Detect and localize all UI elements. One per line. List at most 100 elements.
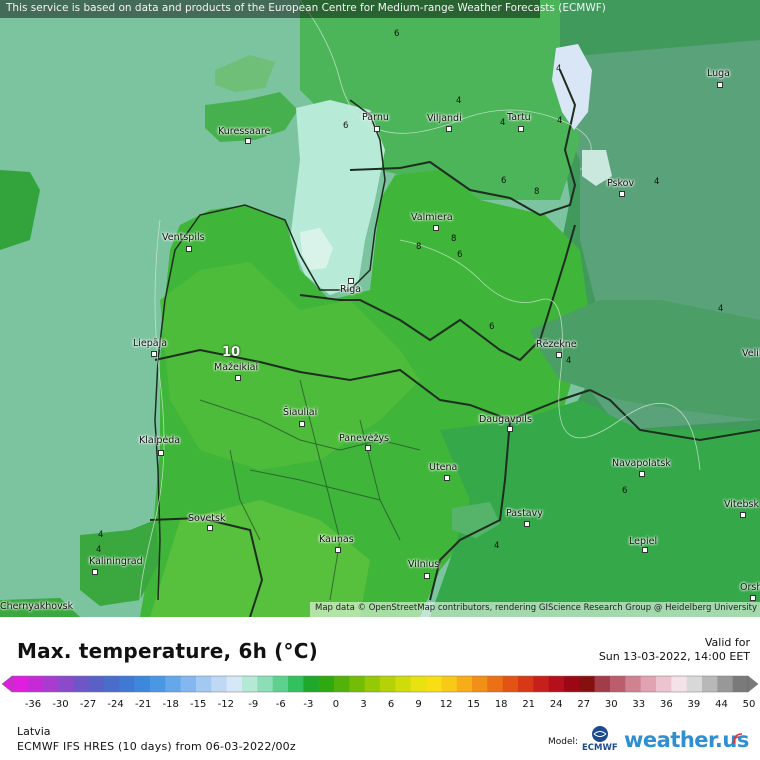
region-name: Latvia [17,725,51,738]
scale-bin [349,676,365,692]
scale-bin [533,676,549,692]
city-label[interactable]: Ventspils [162,232,205,243]
city-dot [524,521,530,527]
ecmwf-logo-text: ECMWF [582,743,618,753]
city-label[interactable]: Velikiye Luki [742,348,760,359]
color-scale [1,675,759,693]
city-dot [740,512,746,518]
city-label[interactable]: Klaipėda [139,435,181,446]
contour-label: 4 [718,304,724,314]
island-saaremaa [205,92,298,142]
city-label[interactable]: Navapolatsk [612,458,671,469]
scale-tick-label: -18 [162,699,179,710]
scale-bin [226,676,243,692]
scale-bin [686,676,703,692]
contour-label: 6 [489,322,495,332]
city-label[interactable]: Luga [707,68,730,79]
gulf-light-patch [300,228,333,270]
city-label[interactable]: Orsha [740,582,760,593]
city-label[interactable]: Utena [429,462,458,473]
city-label[interactable]: Šiauliai [283,407,318,418]
city-label[interactable]: Tartu [507,112,531,123]
city-label[interactable]: Viljandi [427,113,462,124]
scale-bin [702,676,718,692]
map-attribution[interactable]: Map data © OpenStreetMap contributors, r… [310,602,760,617]
contour-label: 4 [500,118,506,128]
city-label[interactable]: Vitebsk [724,499,759,510]
contour-label: 4 [494,541,500,551]
city-dot [374,126,380,132]
city-label[interactable]: Lepiel [629,536,658,547]
scale-bin [717,676,733,692]
admin-borders [199,379,421,601]
scale-bin [257,676,273,692]
city-label[interactable]: Pskov [607,178,635,189]
scale-tick-label: 3 [360,699,367,710]
city-label[interactable]: Chernyakhovsk [0,601,74,612]
scale-arrow-right [747,675,759,693]
contour-label: 4 [556,64,562,74]
scale-bin [502,676,519,692]
city-label[interactable]: Liepāja [133,338,168,349]
city-dot [750,595,756,601]
city-label[interactable]: Rēzekne [536,339,577,350]
scale-tick-label: -36 [24,699,42,710]
scale-bin [410,676,427,692]
city-label[interactable]: Pärnu [362,112,389,123]
city-label[interactable]: Mažeikiai [214,362,259,373]
scale-bin [27,676,43,692]
scale-tick-label: 39 [687,699,701,710]
scale-bin [242,676,258,692]
scale-tick-label: -9 [248,699,259,710]
city-dot [158,450,164,456]
scale-arrow-left [1,675,13,693]
contour-label: 8 [416,242,422,252]
border-estonia-latvia [349,69,577,217]
city-label[interactable]: Kaunas [319,534,354,545]
scale-bin [518,676,534,692]
scale-bin [104,676,120,692]
city-label[interactable]: Kuressaare [218,126,271,137]
city-label[interactable]: Panevėžys [339,433,390,444]
city-dot [619,191,625,197]
scale-tick-label: 6 [387,699,395,710]
scale-tick-label: -24 [107,699,124,710]
land-kaliningrad [80,520,160,606]
contour-label: 6 [622,486,628,496]
temperature-map[interactable]: This service is based on data and produc… [0,0,760,617]
scale-tick-label: 24 [549,699,563,710]
city-label[interactable]: Daugavpils [479,414,532,425]
map-canvas [0,0,760,617]
scale-tick-label: -3 [303,699,314,710]
city-label[interactable]: Valmiera [411,212,453,223]
scale-bin [579,676,595,692]
ecmwf-globe-icon [592,726,608,742]
scale-bin [272,676,289,692]
contour-label: 8 [451,234,457,244]
ecmwf-logo[interactable]: ECMWF [582,725,618,755]
contour-label: 4 [98,530,104,540]
scale-tick-label: 21 [522,699,536,710]
city-label[interactable]: Kaliningrad [89,556,143,567]
city-dot [245,138,251,144]
model-label: Model: [548,737,579,747]
city-label[interactable]: Riga [340,284,362,295]
city-label[interactable]: Pastavy [506,508,543,519]
scale-bin [671,676,687,692]
scale-bin [625,676,641,692]
scale-bin [640,676,657,692]
lake-pskov [582,150,612,186]
scale-tick-label: 18 [494,699,508,710]
contour-label: 4 [557,116,563,126]
contour-label: 6 [343,121,349,131]
city-dot [151,351,157,357]
scale-bin [150,676,166,692]
city-label[interactable]: Vilnius [408,559,440,570]
brand-logo[interactable]: weather.us [624,728,749,752]
scale-tick-label: -15 [190,699,207,710]
city-label[interactable]: Sovetsk [188,513,226,524]
city-dot [518,126,524,132]
contour-label: 6 [501,176,507,186]
scale-bin [334,676,350,692]
scale-bin [42,676,59,692]
